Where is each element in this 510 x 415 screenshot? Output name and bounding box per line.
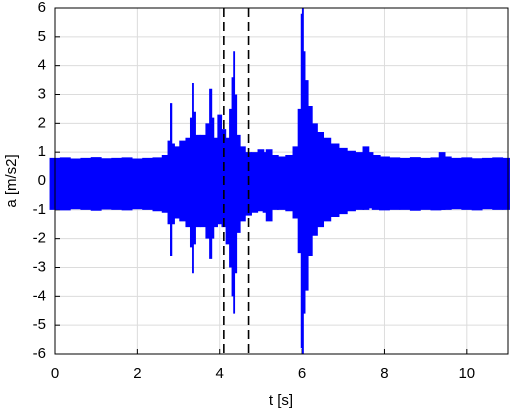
plot-frame [54, 7, 509, 355]
y-tick-label: -5 [33, 316, 46, 333]
x-tick-label: 10 [458, 365, 475, 382]
y-tick-label: 5 [38, 28, 46, 45]
y-tick-label: 0 [38, 172, 46, 189]
x-tick-label: 0 [51, 365, 59, 382]
x-axis-label: t [s] [269, 392, 293, 409]
y-tick-label: 4 [38, 57, 46, 74]
y-tick-label: -1 [33, 201, 46, 218]
y-tick-label: 2 [38, 114, 46, 131]
y-tick-label: -6 [33, 345, 46, 362]
x-tick-label: 2 [133, 365, 141, 382]
y-tick-label: -4 [33, 287, 46, 304]
y-tick-label: -3 [33, 258, 46, 275]
x-tick-label: 8 [380, 365, 388, 382]
x-tick-label: 4 [216, 365, 224, 382]
y-tick-label: -2 [33, 230, 46, 247]
y-tick-label: 6 [38, 0, 46, 16]
y-tick-label: 1 [38, 143, 46, 160]
x-tick-label: 6 [298, 365, 306, 382]
y-tick-label: 3 [38, 85, 46, 102]
y-axis-label: a [m/s2] [3, 154, 20, 207]
